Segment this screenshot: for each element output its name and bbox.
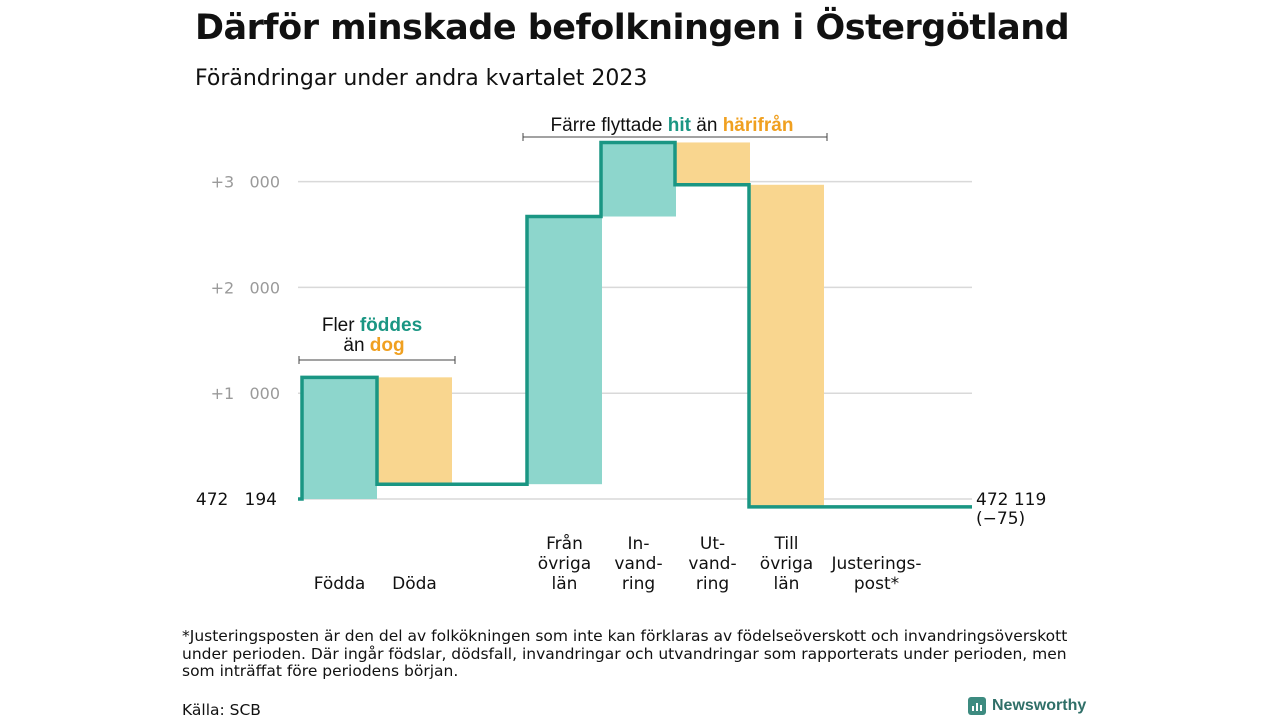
chart-subtitle: Förändringar under andra kvartalet 2023	[195, 66, 648, 91]
y-tick-label-1: +2 000	[211, 278, 280, 297]
category-label-7-0: Justerings-	[830, 554, 921, 574]
category-label-5-1: vand-	[688, 554, 736, 574]
start-value-label: 472 194	[196, 490, 277, 510]
bar-5	[675, 142, 750, 185]
source-label: Källa: SCB	[182, 701, 261, 719]
category-label-7-1: post*	[854, 574, 899, 594]
category-label-3-1: övriga	[538, 554, 591, 574]
category-label-6-1: övriga	[760, 554, 813, 574]
category-label-5-0: Ut-	[700, 534, 725, 554]
footnote: *Justeringsposten är den del av folkökni…	[182, 627, 1068, 680]
bar-6	[749, 184, 824, 507]
category-label-6-0: Till	[773, 534, 798, 554]
category-label-5-2: ring	[696, 574, 729, 594]
category-label-4-0: In-	[628, 534, 650, 554]
bar-3	[527, 216, 602, 485]
category-label-0-0: Födda	[314, 574, 366, 594]
end-value-label: 472 119	[976, 490, 1046, 510]
bars	[302, 142, 824, 507]
births-deaths-annotation-line2: än dog	[343, 335, 404, 356]
category-label-4-2: ring	[622, 574, 655, 594]
annotations: Fler föddes än dog Färre flyttade hit än…	[298, 115, 828, 364]
newsworthy-logo[interactable]: Newsworthy	[968, 697, 1086, 715]
category-label-1-0: Döda	[392, 574, 437, 594]
step-line	[298, 140, 972, 509]
bar-1	[377, 377, 452, 485]
y-tick-label-2: +3 000	[211, 173, 280, 192]
chart-title: Därför minskade befolkningen i Östergötl…	[195, 8, 1070, 48]
category-label-3-2: län	[552, 574, 578, 594]
brand-name: Newsworthy	[992, 697, 1087, 714]
category-label-3-0: Från	[546, 533, 583, 554]
migration-annotation: Färre flyttade hit än härifrån	[551, 115, 794, 136]
bar-0	[302, 377, 377, 499]
births-deaths-annotation-line1: Fler föddes	[322, 315, 422, 336]
step-line-path	[298, 140, 972, 509]
bar-chart-icon	[968, 697, 986, 715]
category-label-4-1: vand-	[614, 554, 662, 574]
end-change-label: (−75)	[976, 509, 1025, 529]
y-tick-label-0: +1 000	[211, 384, 280, 403]
category-label-6-2: län	[774, 574, 800, 594]
bar-4	[601, 142, 676, 217]
